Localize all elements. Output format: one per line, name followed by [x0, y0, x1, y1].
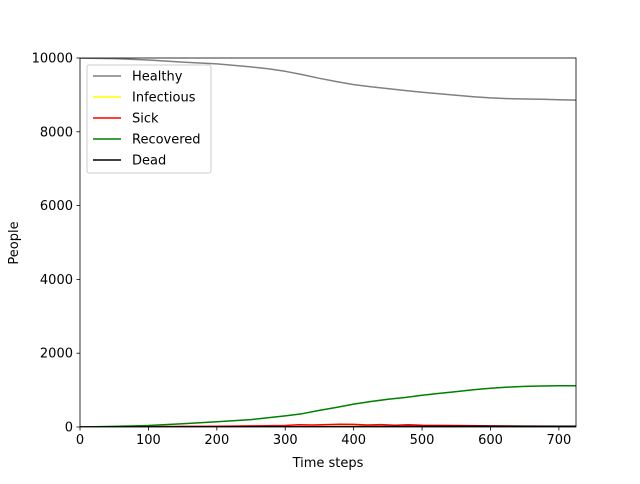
legend-label-recovered: Recovered — [132, 133, 201, 148]
axes: 0 100 200 300 400 500 600 700 0 2000 4000 6000 8000 1… — [32, 52, 577, 448]
axes-frame — [79, 57, 577, 428]
x-tick-label: 100 — [136, 433, 161, 448]
legend-label-sick: Sick — [132, 112, 159, 127]
legend-box — [86, 64, 212, 174]
x-tick-label: 400 — [341, 433, 366, 448]
legend-label-healthy: Healthy — [132, 70, 183, 85]
x-axis-label: Time steps — [292, 456, 364, 471]
y-tick-label: 4000 — [40, 273, 73, 288]
x-tick-label: 600 — [478, 433, 503, 448]
legend-label-dead: Dead — [132, 154, 166, 169]
y-tick-label: 10000 — [32, 52, 73, 67]
series-line-recovered — [80, 384, 576, 427]
y-tick-label: 0 — [65, 421, 73, 436]
legend: Healthy Infectious Sick Recovered Dead — [86, 64, 212, 174]
y-axis-label: People — [7, 221, 22, 264]
y-tick-label: 8000 — [40, 125, 73, 140]
x-tick-label: 200 — [204, 433, 229, 448]
x-tick-label: 0 — [76, 433, 84, 448]
legend-label-infectious: Infectious — [132, 91, 196, 106]
x-tick-label: 700 — [546, 433, 571, 448]
x-tick-label: 500 — [410, 433, 435, 448]
series-line-healthy — [80, 58, 576, 101]
y-tick-label: 6000 — [40, 199, 73, 214]
y-tick-label: 2000 — [40, 347, 73, 362]
x-tick-label: 300 — [273, 433, 298, 448]
